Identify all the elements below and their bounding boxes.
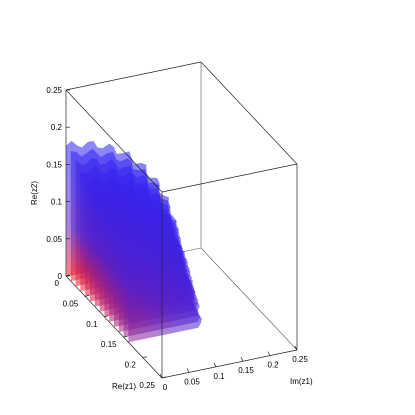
box-edge <box>65 61 202 91</box>
x-tick-mark <box>161 376 167 379</box>
z-axis-label: Re(z2) <box>30 181 39 205</box>
z-tick-label: 0.1 <box>51 198 63 207</box>
y-tick-mark <box>186 368 190 373</box>
y-tick-mark <box>294 345 298 351</box>
z-tick-label: 0.15 <box>46 160 62 169</box>
y-tick-label: 0.15 <box>238 366 254 375</box>
y-tick-mark <box>213 362 217 367</box>
x-tick-mark <box>142 356 147 358</box>
box-edge <box>200 247 298 351</box>
x-tick-label: 0.1 <box>86 320 98 329</box>
x-tick-label: 0.15 <box>101 340 117 349</box>
y-tick-label: 0 <box>163 383 168 392</box>
y-tick-label: 0.25 <box>292 355 308 364</box>
x-axis-label: Re(z1) <box>112 382 136 391</box>
slices-layer <box>66 140 202 343</box>
x-tick-label: 0.25 <box>139 381 155 390</box>
y-tick-mark <box>267 351 271 356</box>
y-tick-label: 0.05 <box>184 377 200 386</box>
box-edge <box>161 163 298 193</box>
y-axis-label: Im(z1) <box>290 377 313 386</box>
z-tick-label: 0.2 <box>51 123 63 132</box>
x-tick-mark <box>85 295 90 297</box>
y-tick-label: 0.2 <box>267 361 279 370</box>
x-tick-mark <box>104 315 109 318</box>
box-edge <box>65 89 163 193</box>
surface-slice <box>128 254 202 343</box>
z-tick-label: 0.25 <box>46 86 62 95</box>
x-tick-mark <box>123 335 128 338</box>
z-tick-label: 0.05 <box>46 235 62 244</box>
y-tick-mark <box>240 357 244 362</box>
x-tick-label: 0 <box>55 279 60 288</box>
x-tick-label: 0.2 <box>125 361 137 370</box>
x-tick-mark <box>65 274 71 277</box>
box-edge <box>200 61 298 165</box>
z-tick-label: 0 <box>58 272 63 281</box>
y-tick-mark <box>159 373 163 379</box>
front-box <box>65 89 298 379</box>
box-edge <box>65 275 163 379</box>
box-edge <box>161 349 298 379</box>
y-tick-label: 0.1 <box>213 372 225 381</box>
x-tick-label: 0.05 <box>63 299 79 308</box>
